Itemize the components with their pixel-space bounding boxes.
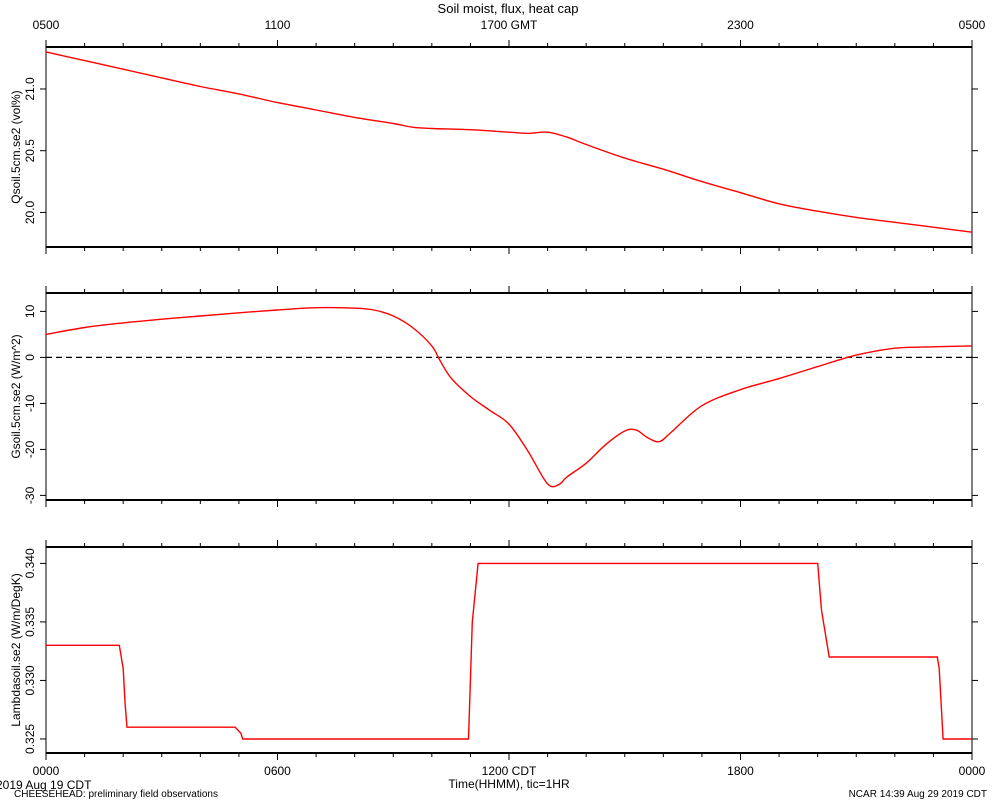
y-tick-label: 10 [23, 304, 37, 318]
top-tick-label: 0500 [33, 18, 60, 32]
footer-right: NCAR 14:39 Aug 29 2019 CDT [848, 789, 987, 800]
y-tick-label: 20.0 [23, 200, 37, 224]
bottom-tick-label: 0000 [33, 764, 60, 778]
top-axis-labels: 0500 1100 1700 GMT 2300 0500 [33, 18, 986, 32]
y-axis-label: Qsoil.5cm.se2 (vol%) [9, 90, 23, 203]
plot-frame [45, 546, 973, 754]
bottom-tick-label: 0000 [959, 764, 986, 778]
y-tick-label: 0.330 [23, 665, 37, 695]
x-axis-label: Time(HHMM), tic=1HR [448, 777, 570, 791]
chart-title: Soil moist, flux, heat cap [438, 1, 579, 16]
bottom-tick-label: 0600 [264, 764, 291, 778]
bottom-axis-labels: 0000 0600 1200 CDT 1800 0000 [33, 764, 986, 778]
top-tick-label: 2300 [727, 18, 754, 32]
series-line [45, 51, 973, 233]
bottom-tick-label: 1200 CDT [482, 764, 537, 778]
y-axis-label: Gsoil.5cm.se2 (W/m^2) [9, 334, 23, 458]
top-tick-label: 1700 GMT [481, 18, 538, 32]
y-axis-label: Lambdasoil.se2 (W/m/DegK) [9, 573, 23, 726]
y-tick-label: 0.325 [23, 724, 37, 754]
y-tick-label: -10 [23, 394, 37, 412]
top-tick-label: 0500 [959, 18, 986, 32]
y-tick-label: 0.335 [23, 607, 37, 637]
y-tick-label: -20 [23, 440, 37, 458]
top-tick-label: 1100 [265, 18, 291, 32]
y-tick-label: -30 [23, 486, 37, 504]
series-line [46, 562, 972, 740]
y-tick-label: 0 [23, 354, 37, 361]
panel-2: -30 -20 -10 0 10 Gsoil.5cm.se2 (W/m^2) [9, 286, 978, 507]
date-label: 2019 Aug 19 CDT [0, 778, 92, 792]
plot-frame [45, 46, 973, 248]
bottom-tick-label: 1800 [727, 764, 754, 778]
plot-frame [45, 292, 973, 501]
series-line [45, 306, 973, 488]
y-tick-label: 21.0 [23, 77, 37, 101]
y-tick-label: 0.340 [23, 548, 37, 578]
y-tick-label: 20.5 [23, 139, 37, 163]
footer-left: CHEESEHEAD: preliminary field observatio… [14, 789, 218, 800]
